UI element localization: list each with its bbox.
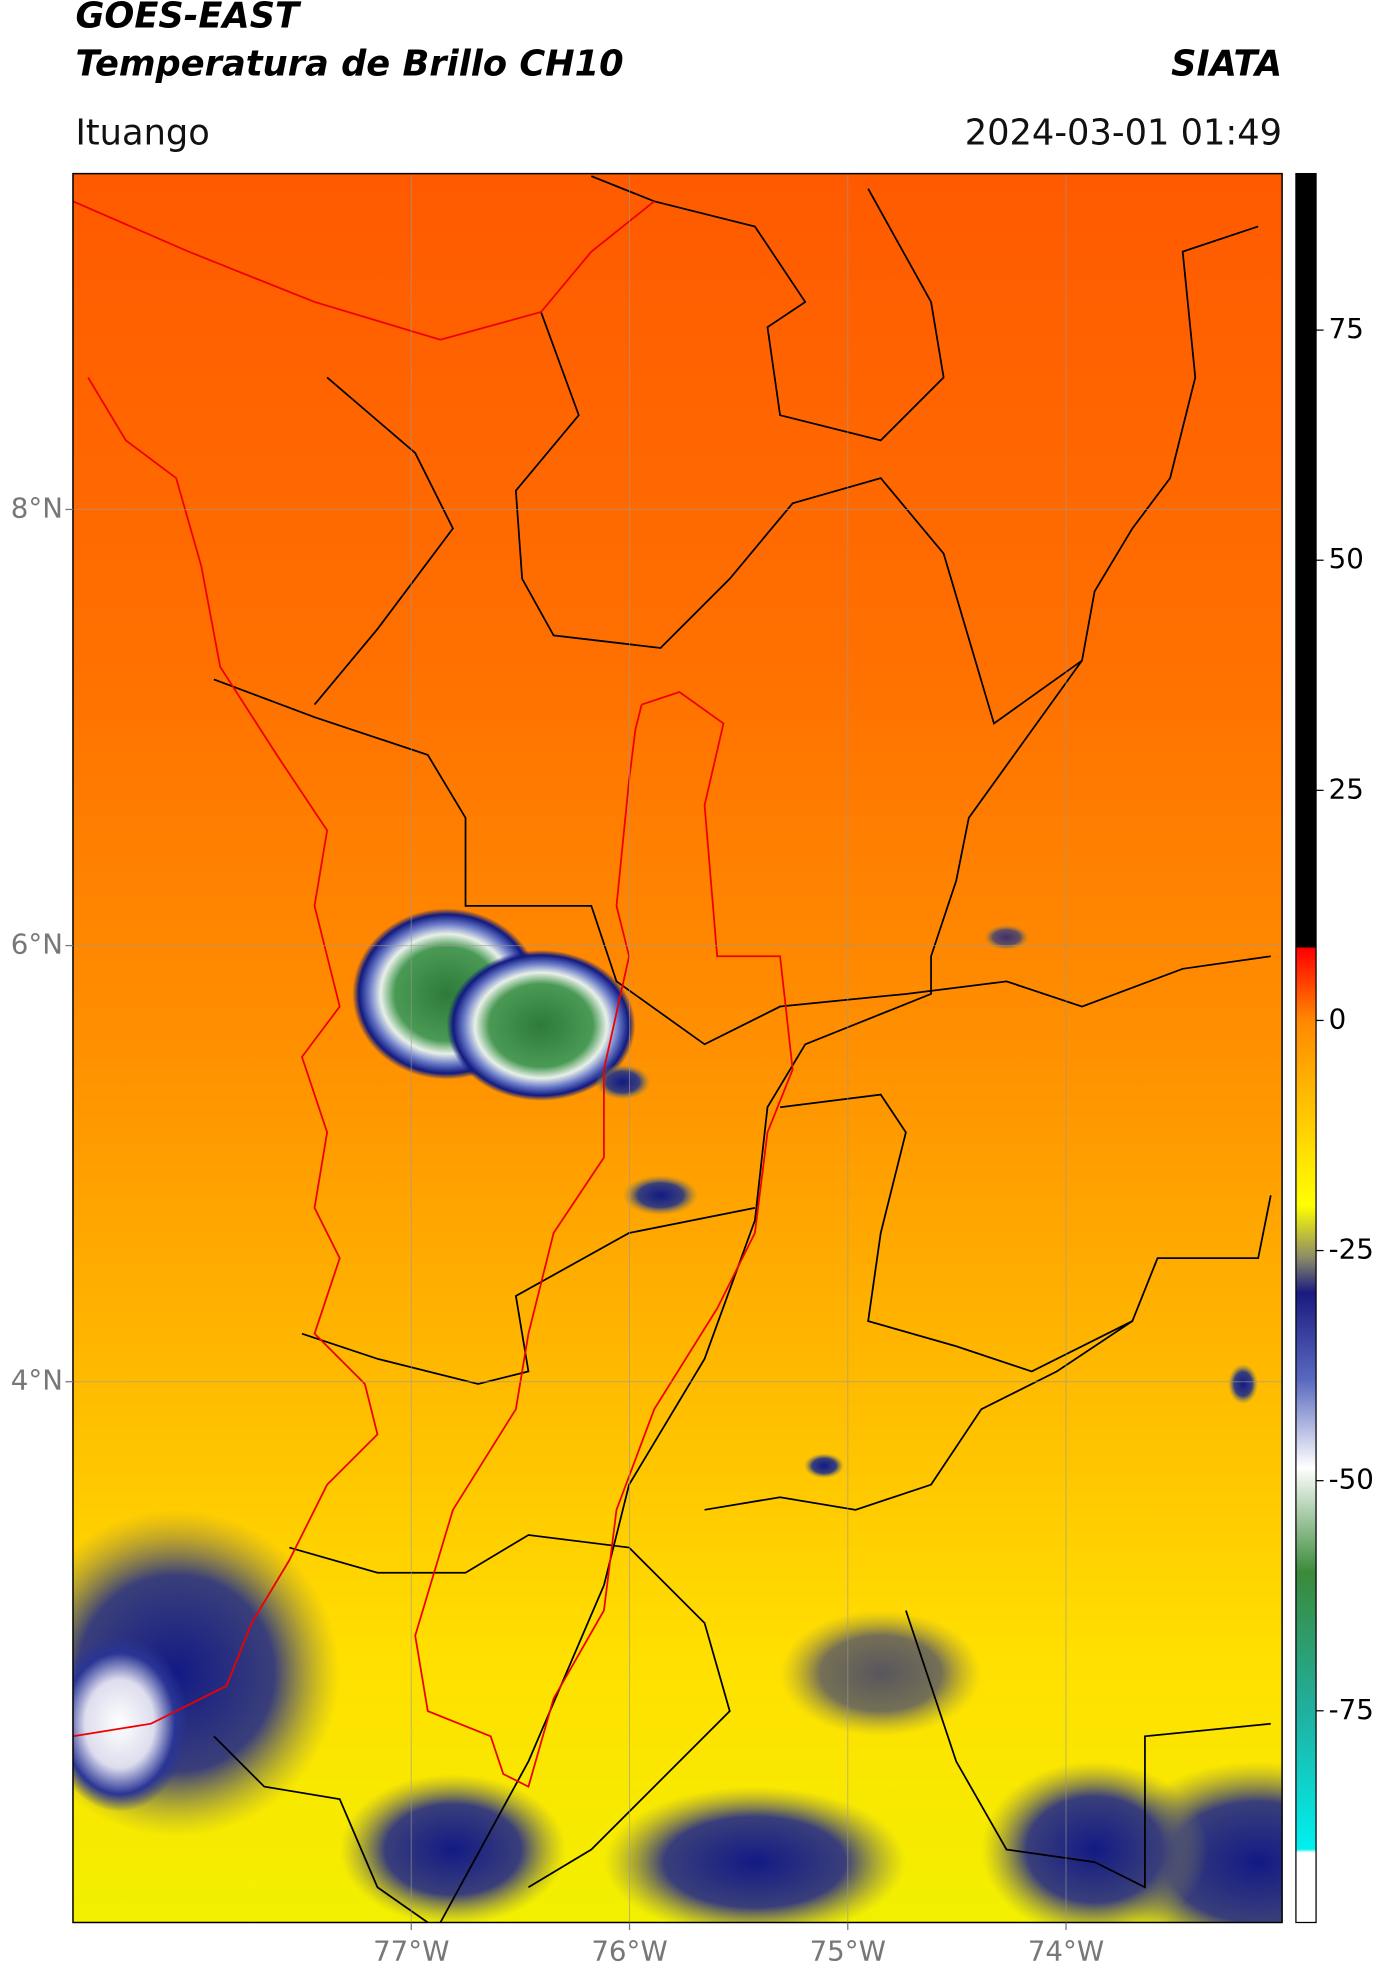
border xyxy=(591,175,945,442)
x-tick-label: 77°W xyxy=(373,1935,449,1968)
border xyxy=(213,678,1271,1046)
colorbar-label: 0 xyxy=(1329,1002,1347,1035)
cloud xyxy=(339,1774,567,1923)
cloud xyxy=(780,1610,982,1737)
border xyxy=(514,225,1259,725)
border xyxy=(704,1320,1133,1511)
colorbar-label: 50 xyxy=(1329,542,1364,575)
colorbar-label: -50 xyxy=(1329,1463,1374,1496)
colorbar-label: -75 xyxy=(1329,1693,1374,1726)
border xyxy=(313,376,454,706)
x-tick-label: 75°W xyxy=(810,1935,886,1968)
cloud xyxy=(595,1064,651,1100)
map-frame xyxy=(72,172,1283,1924)
title: GOES-EAST xyxy=(75,0,302,37)
border xyxy=(905,1610,1271,1889)
cloud xyxy=(981,1761,1208,1923)
clouds xyxy=(72,908,1283,1923)
borders xyxy=(213,175,1272,1923)
colorbar xyxy=(1295,172,1317,1924)
border xyxy=(289,1534,731,1889)
colorbar-label: -25 xyxy=(1329,1233,1374,1266)
cloud xyxy=(983,924,1030,950)
map-area xyxy=(72,173,1283,1923)
coast xyxy=(72,377,379,1738)
border xyxy=(439,660,1083,1923)
datetime: 2024-03-01 01:49 xyxy=(965,113,1282,154)
colorbar-label: 75 xyxy=(1329,312,1364,345)
cloud xyxy=(72,1635,189,1812)
y-tick-label: 6°N xyxy=(11,928,63,961)
coastline xyxy=(72,200,794,1788)
cloud xyxy=(803,1453,845,1479)
coast xyxy=(72,200,655,341)
y-tick-label: 8°N xyxy=(11,491,63,524)
y-tick-label: 4°N xyxy=(11,1364,63,1397)
cloud xyxy=(1227,1363,1259,1405)
x-tick-label: 76°W xyxy=(591,1935,667,1968)
subtitle: Temperatura de Brillo CH10 xyxy=(75,43,623,84)
x-tick-label: 74°W xyxy=(1028,1935,1104,1968)
source: SIATA xyxy=(1171,43,1282,84)
storm xyxy=(446,949,636,1101)
location: Ituango xyxy=(75,113,209,154)
basin xyxy=(414,691,794,1788)
cloud xyxy=(622,1175,699,1216)
cloud xyxy=(603,1786,906,1923)
gridlines xyxy=(72,173,1283,1923)
colorbar-label: 25 xyxy=(1329,772,1364,805)
border xyxy=(779,1093,1272,1373)
border xyxy=(213,1735,429,1923)
